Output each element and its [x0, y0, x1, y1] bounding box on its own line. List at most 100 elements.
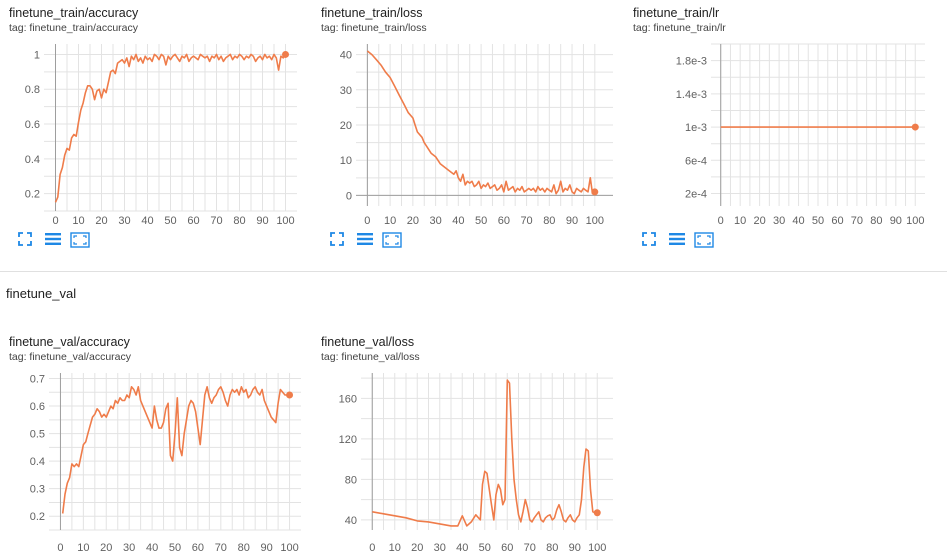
x-tick-label: 100: [586, 215, 604, 227]
y-tick-label: 160: [339, 393, 357, 405]
y-tick-label: 30: [340, 85, 352, 97]
last-point-marker[interactable]: [286, 391, 294, 399]
x-tick-label: 60: [192, 542, 204, 554]
series-line[interactable]: [61, 385, 290, 514]
y-tick-label: 0.4: [30, 456, 45, 468]
chart-title: finetune_train/accuracy: [9, 6, 139, 20]
x-tick-label: 80: [238, 542, 250, 554]
x-tick-label: 80: [546, 542, 558, 554]
y-tick-label: 120: [339, 434, 357, 446]
x-tick-label: 90: [566, 215, 578, 227]
x-tick-label: 30: [118, 215, 130, 227]
chart-plot[interactable]: 0 10 20 30 40 50 60 70 80 90 100 0.2 0.4 0.6 0.8 1: [9, 6, 309, 236]
x-tick-label: 90: [261, 542, 273, 554]
x-tick-label: 60: [831, 215, 843, 227]
x-tick-label: 20: [754, 215, 766, 227]
x-tick-label: 20: [100, 542, 112, 554]
x-tick-label: 10: [734, 215, 746, 227]
x-tick-label: 20: [407, 215, 419, 227]
y-tick-label: 40: [340, 50, 352, 62]
x-tick-label: 10: [389, 542, 401, 554]
y-tick-label: 80: [345, 474, 357, 486]
x-tick-label: 90: [890, 215, 902, 227]
fit-domain-icon[interactable]: [382, 232, 402, 248]
x-tick-label: 80: [870, 215, 882, 227]
y-tick-label: 0.2: [30, 511, 45, 523]
y-tick-label: 6e-4: [685, 155, 707, 167]
x-tick-label: 50: [479, 542, 491, 554]
chart-plot[interactable]: 0 10 20 30 40 50 60 70 80 90 100 0.2 0.3 0.4 0.5 0.6 0.7: [9, 335, 309, 556]
x-tick-label: 100: [588, 542, 606, 554]
chart-card-train-accuracy: finetune_train/accuracy tag: finetune_tr…: [9, 6, 309, 251]
section-divider: [0, 271, 947, 272]
last-point-marker[interactable]: [591, 188, 599, 196]
x-tick-label: 70: [520, 215, 532, 227]
chart-title: finetune_val/accuracy: [9, 335, 130, 349]
x-tick-label: 10: [72, 215, 84, 227]
chart-card-train-loss: finetune_train/loss tag: finetune_train/…: [321, 6, 621, 251]
x-tick-label: 70: [210, 215, 222, 227]
x-tick-label: 0: [369, 542, 375, 554]
y-tick-label: 20: [340, 120, 352, 132]
x-tick-label: 100: [280, 542, 298, 554]
fit-domain-icon[interactable]: [694, 232, 714, 248]
y-tick-label: 1.8e-3: [676, 56, 707, 68]
fullscreen-icon[interactable]: [18, 232, 36, 248]
fit-domain-icon[interactable]: [70, 232, 90, 248]
y-tick-label: 1: [34, 49, 40, 61]
y-tick-label: 1e-3: [685, 122, 707, 134]
x-tick-label: 50: [164, 215, 176, 227]
x-tick-label: 40: [792, 215, 804, 227]
x-tick-label: 50: [812, 215, 824, 227]
data-table-icon[interactable]: [44, 232, 62, 248]
fullscreen-icon[interactable]: [330, 232, 348, 248]
x-tick-label: 70: [524, 542, 536, 554]
x-tick-label: 100: [276, 215, 294, 227]
x-tick-label: 40: [146, 542, 158, 554]
data-table-icon[interactable]: [356, 232, 374, 248]
y-tick-label: 40: [345, 515, 357, 527]
chart-tag: tag: finetune_val/accuracy: [9, 351, 131, 363]
x-tick-label: 20: [411, 542, 423, 554]
y-tick-label: 10: [340, 155, 352, 167]
x-tick-label: 30: [434, 542, 446, 554]
chart-card-val-loss: finetune_val/loss tag: finetune_val/loss…: [321, 335, 621, 556]
y-tick-label: 0.6: [25, 119, 40, 131]
chart-plot[interactable]: 0 10 20 30 40 50 60 70 80 90 100 40 80 120 160: [321, 335, 621, 556]
y-tick-label: 2e-4: [685, 189, 707, 201]
series-line[interactable]: [372, 379, 598, 527]
series-line[interactable]: [54, 53, 287, 203]
x-tick-label: 60: [501, 542, 513, 554]
x-tick-label: 80: [543, 215, 555, 227]
last-point-marker[interactable]: [593, 509, 601, 517]
x-tick-label: 100: [906, 215, 924, 227]
last-point-marker[interactable]: [282, 50, 289, 58]
chart-tag: tag: finetune_train/accuracy: [9, 22, 138, 34]
chart-tag: tag: finetune_val/loss: [321, 351, 420, 363]
x-tick-label: 50: [169, 542, 181, 554]
y-tick-label: 1.4e-3: [676, 89, 707, 101]
y-tick-label: 0.6: [30, 401, 45, 413]
series-line[interactable]: [366, 50, 596, 195]
x-tick-label: 0: [364, 215, 370, 227]
x-tick-label: 40: [456, 542, 468, 554]
fullscreen-icon[interactable]: [642, 232, 660, 248]
data-table-icon[interactable]: [668, 232, 686, 248]
x-tick-label: 30: [773, 215, 785, 227]
chart-card-val-accuracy: finetune_val/accuracy tag: finetune_val/…: [9, 335, 309, 556]
chart-plot[interactable]: 0 10 20 30 40 50 60 70 80 90 100 2e-4 6e-4 1e-3 1.4e-3…: [633, 6, 933, 236]
chart-tag: tag: finetune_train/loss: [321, 22, 427, 34]
y-tick-label: 0.2: [25, 189, 40, 201]
x-tick-label: 90: [569, 542, 581, 554]
x-tick-label: 0: [718, 215, 724, 227]
chart-plot[interactable]: 0 10 20 30 40 50 60 70 80 90 100 0 10 20 30 40: [321, 6, 621, 236]
x-tick-label: 40: [141, 215, 153, 227]
x-tick-label: 60: [498, 215, 510, 227]
y-tick-label: 0.4: [25, 154, 40, 166]
y-tick-label: 0.3: [30, 484, 45, 496]
x-tick-label: 70: [851, 215, 863, 227]
section-title[interactable]: finetune_val: [6, 286, 77, 301]
x-tick-label: 70: [215, 542, 227, 554]
x-tick-label: 90: [256, 215, 268, 227]
last-point-marker[interactable]: [911, 123, 919, 131]
